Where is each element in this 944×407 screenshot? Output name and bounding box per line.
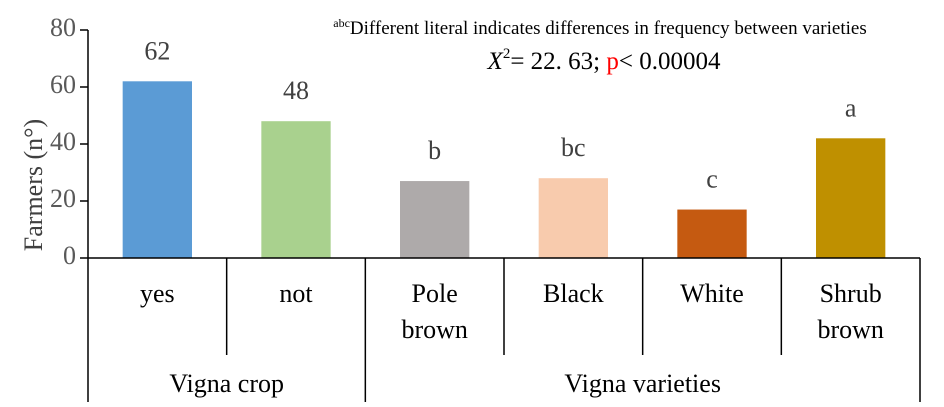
data-label: 48 bbox=[283, 76, 309, 105]
bar bbox=[677, 209, 747, 258]
note: abcDifferent literal indicates differenc… bbox=[333, 16, 866, 40]
group-label: Vigna crop bbox=[169, 369, 284, 398]
x-tick-label: White bbox=[680, 279, 744, 308]
bar bbox=[122, 81, 192, 258]
bar bbox=[400, 181, 470, 258]
note-sup: abc bbox=[333, 16, 350, 30]
data-label: 62 bbox=[144, 36, 170, 65]
stat-p: p bbox=[606, 48, 619, 75]
group-label: Vigna varieties bbox=[564, 369, 721, 398]
stat-exponent: 2 bbox=[503, 46, 511, 62]
y-tick-label: 20 bbox=[50, 184, 76, 213]
stat-p-text: < 0.00004 bbox=[619, 48, 721, 75]
x-tick-label: yes bbox=[140, 279, 175, 308]
y-tick-label: 80 bbox=[50, 13, 76, 42]
stat: X2= 22. 63; p< 0.00004 bbox=[487, 46, 721, 74]
stat-symbol: X bbox=[487, 48, 505, 75]
x-tick-label: Shrub brown bbox=[817, 279, 883, 344]
bar bbox=[261, 121, 331, 258]
stat-text: = 22. 63; bbox=[510, 48, 606, 75]
y-tick-label: 40 bbox=[50, 127, 76, 156]
data-label: a bbox=[845, 93, 857, 122]
x-tick-label: Pole brown bbox=[401, 279, 467, 344]
bar bbox=[816, 138, 886, 258]
y-tick-label: 60 bbox=[50, 70, 76, 99]
x-tick-label: not bbox=[279, 279, 313, 308]
data-label: b bbox=[428, 136, 441, 165]
data-label: c bbox=[706, 165, 718, 194]
data-label: bc bbox=[561, 133, 586, 162]
y-tick-label: 0 bbox=[63, 241, 76, 270]
note-text: Different literal indicates differences … bbox=[350, 18, 867, 39]
x-tick-label: Black bbox=[543, 279, 604, 308]
y-axis-label: Farmers (n°) bbox=[19, 119, 48, 251]
bar bbox=[538, 178, 608, 258]
